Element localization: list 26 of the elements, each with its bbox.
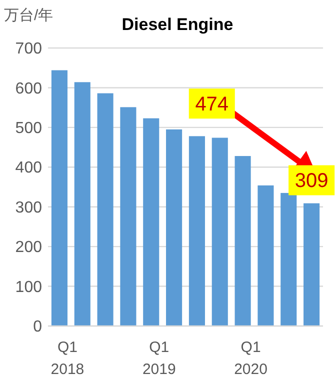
bar	[97, 93, 114, 326]
y-axis-title: 万台/年	[4, 7, 54, 24]
x-tick-label: Q1 2019	[142, 339, 176, 378]
bar	[120, 107, 136, 326]
bar	[74, 82, 90, 326]
bar	[188, 136, 205, 326]
chart-title: Diesel Engine	[122, 15, 234, 34]
annotation: 309	[294, 170, 328, 192]
y-tick-label: 300	[15, 199, 42, 216]
y-tick-label: 700	[15, 40, 42, 58]
x-tick-label: Q1 2018	[50, 339, 84, 378]
bar	[166, 129, 182, 326]
bar	[51, 70, 68, 326]
bar	[234, 156, 251, 326]
bar	[304, 203, 320, 326]
y-tick-label: 600	[15, 80, 42, 98]
annotation: 474	[195, 94, 229, 116]
y-tick-label: 0	[33, 318, 42, 336]
y-tick-label: 500	[15, 120, 42, 138]
y-tick-label: 400	[15, 160, 42, 177]
bar	[258, 185, 274, 326]
x-tick-label: Q1 2020	[234, 339, 268, 378]
bar	[143, 118, 160, 326]
y-tick-label: 200	[15, 239, 42, 256]
bar	[212, 138, 228, 326]
y-tick-label: 100	[15, 278, 42, 296]
